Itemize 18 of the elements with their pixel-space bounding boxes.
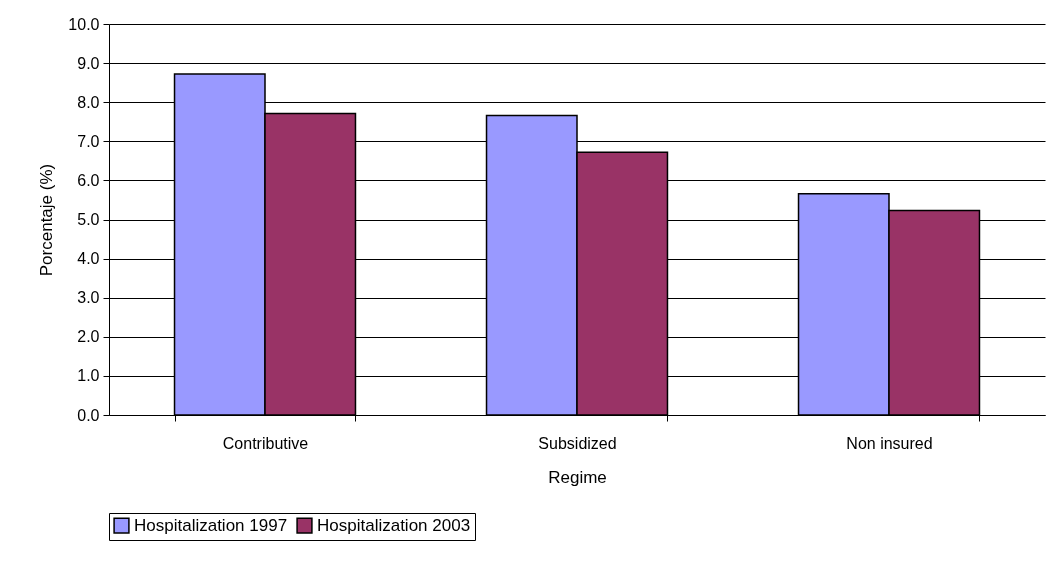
legend-label: Hospitalization 2003 [317, 515, 471, 535]
x-tick-label: Non insured [846, 434, 933, 452]
y-tick-label: 1.0 [77, 367, 100, 385]
y-tick-label: 5.0 [77, 211, 100, 228]
y-tick-label: 3.0 [77, 289, 100, 307]
y-tick-label: 8.0 [77, 93, 100, 111]
y-tick-label: 10.0 [68, 15, 100, 33]
legend-label: Hospitalization 1997 [134, 515, 288, 535]
y-tick-label: 2.0 [77, 328, 100, 346]
y-tick-label: 9.0 [77, 54, 100, 72]
y-tick-label: 7.0 [77, 132, 100, 150]
y-tick-label: 4.0 [77, 250, 100, 268]
x-tick-label: Contributive [222, 434, 309, 452]
x-axis-title: Regime [548, 467, 607, 487]
y-tick-label: 6.0 [77, 171, 100, 189]
y-tick-label: 0.0 [77, 406, 100, 424]
x-tick-label: Subsidized [538, 434, 617, 452]
y-axis-title: Porcentaje (%) [37, 163, 57, 277]
